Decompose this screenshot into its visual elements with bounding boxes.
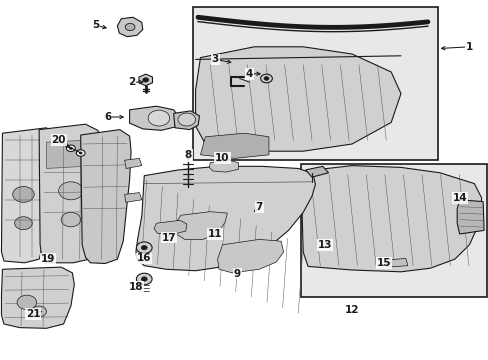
Circle shape	[13, 186, 34, 202]
Polygon shape	[154, 220, 186, 234]
Text: 20: 20	[51, 135, 66, 145]
Polygon shape	[129, 106, 180, 130]
Text: 7: 7	[255, 202, 263, 212]
Text: 1: 1	[465, 42, 472, 52]
Bar	[193, 7, 437, 160]
Text: 5: 5	[92, 20, 99, 30]
Polygon shape	[175, 212, 227, 239]
Polygon shape	[305, 166, 328, 177]
Polygon shape	[124, 193, 142, 202]
Circle shape	[136, 242, 152, 253]
Circle shape	[178, 113, 195, 126]
Circle shape	[141, 277, 147, 281]
Text: 16: 16	[137, 253, 151, 264]
Text: 9: 9	[233, 269, 240, 279]
Circle shape	[125, 23, 135, 31]
Text: 4: 4	[245, 69, 253, 79]
Polygon shape	[386, 258, 407, 267]
Text: 8: 8	[184, 150, 191, 160]
Polygon shape	[46, 140, 97, 168]
Polygon shape	[117, 17, 142, 37]
Circle shape	[76, 150, 85, 156]
Polygon shape	[1, 267, 74, 328]
Text: 10: 10	[215, 153, 229, 163]
Circle shape	[17, 295, 37, 310]
Polygon shape	[302, 166, 481, 272]
Circle shape	[260, 74, 272, 83]
Text: 13: 13	[317, 240, 332, 250]
Polygon shape	[456, 200, 483, 234]
Circle shape	[15, 217, 32, 230]
Text: 18: 18	[128, 282, 143, 292]
Text: 2: 2	[128, 77, 135, 87]
Circle shape	[142, 78, 148, 82]
Circle shape	[79, 152, 82, 154]
Polygon shape	[1, 128, 54, 263]
Circle shape	[32, 306, 46, 317]
Text: 3: 3	[211, 54, 218, 64]
Circle shape	[141, 246, 147, 250]
Polygon shape	[217, 239, 283, 273]
Polygon shape	[136, 166, 315, 271]
Polygon shape	[81, 130, 131, 264]
Polygon shape	[173, 111, 199, 130]
Polygon shape	[209, 160, 238, 172]
Text: 6: 6	[104, 112, 111, 122]
Polygon shape	[200, 133, 268, 158]
Circle shape	[61, 212, 81, 227]
Text: 17: 17	[161, 233, 176, 243]
Polygon shape	[124, 158, 142, 168]
Text: 12: 12	[344, 305, 359, 315]
Circle shape	[69, 147, 72, 149]
Text: 14: 14	[451, 193, 466, 203]
Bar	[300, 164, 486, 297]
Text: 11: 11	[207, 229, 222, 239]
Circle shape	[59, 182, 83, 200]
Polygon shape	[39, 124, 102, 263]
Text: 21: 21	[26, 309, 41, 319]
Circle shape	[148, 110, 169, 126]
Polygon shape	[139, 74, 152, 86]
Polygon shape	[195, 47, 400, 151]
Circle shape	[66, 145, 75, 152]
Text: 19: 19	[41, 254, 55, 264]
Text: 15: 15	[376, 258, 390, 268]
Circle shape	[264, 77, 268, 80]
Circle shape	[136, 273, 152, 285]
